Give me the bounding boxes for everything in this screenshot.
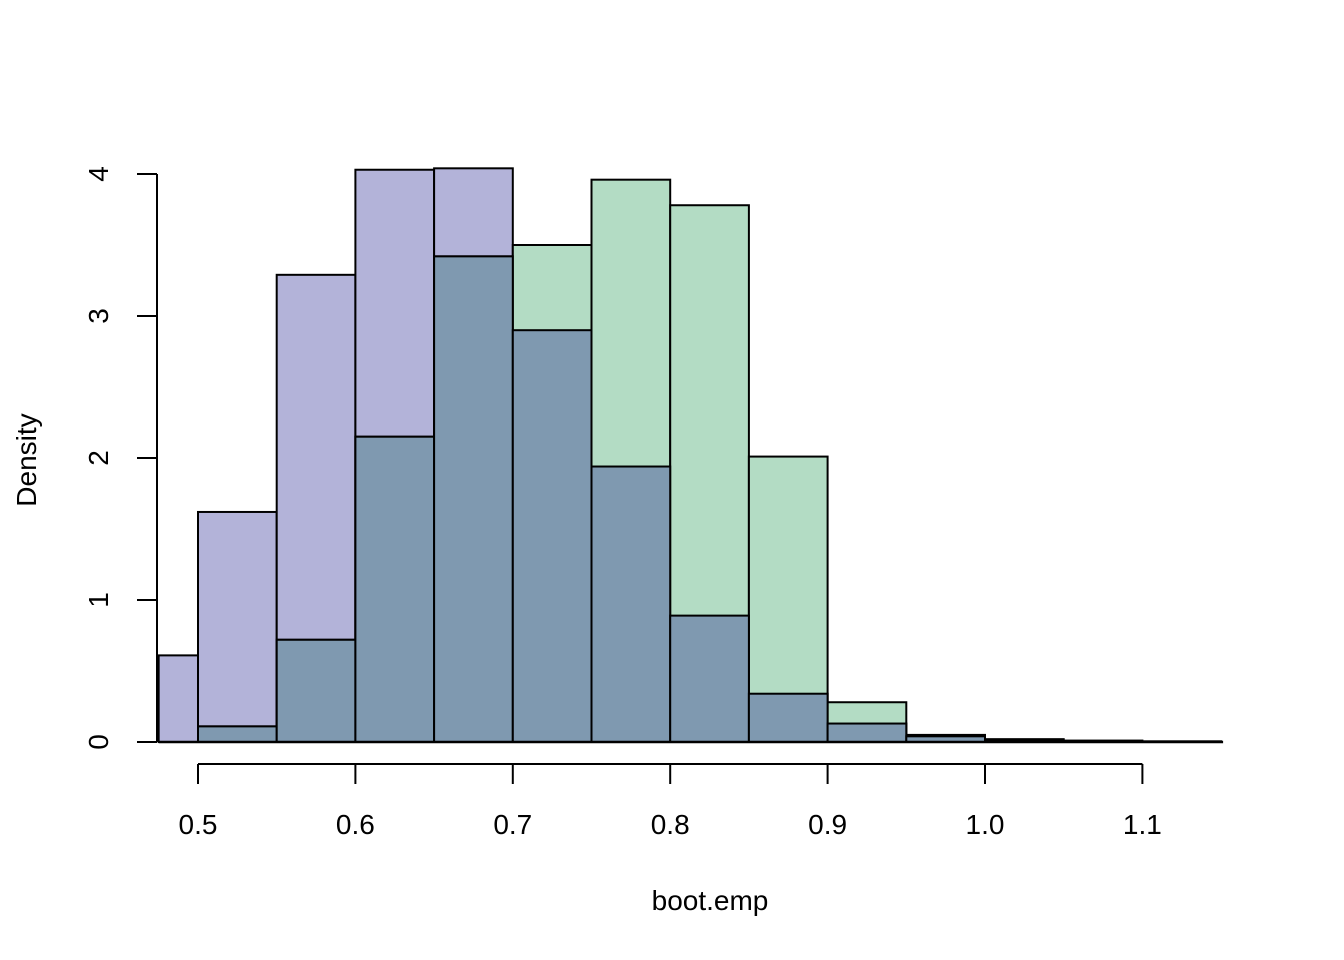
x-tick-label: 1.0 (966, 809, 1005, 840)
y-tick-label: 4 (83, 166, 114, 182)
x-tick-label: 1.1 (1123, 809, 1162, 840)
y-tick-label: 3 (83, 308, 114, 324)
bar-overlap-6 (590, 465, 672, 743)
bar-overlap-2 (275, 638, 357, 744)
bars-layer (157, 167, 1224, 744)
y-tick-label: 2 (83, 450, 114, 466)
bar-overlap-5 (511, 329, 593, 743)
x-tick-label: 0.6 (336, 809, 375, 840)
x-tick-label: 0.9 (808, 809, 847, 840)
x-tick-label: 0.5 (179, 809, 218, 840)
bar-overlap-9 (826, 722, 908, 743)
bar-overlap-7 (669, 614, 750, 743)
bar-overlap-1 (197, 725, 278, 744)
bar-overlap-8 (747, 692, 829, 743)
bar-series1-1 (197, 510, 278, 743)
bar-series1-0 (157, 654, 199, 744)
x-tick-label: 0.7 (493, 809, 532, 840)
bar-overlap-3 (354, 435, 436, 743)
y-tick-label: 1 (83, 592, 114, 608)
bar-overlap-4 (433, 255, 514, 743)
y-tick-label: 0 (83, 734, 114, 750)
x-tick-label: 0.8 (651, 809, 690, 840)
x-axis-title: boot.emp (652, 885, 769, 916)
axes-layer: 0.5 0.6 0.7 0.8 0.9 1.0 1.1 0 1 2 3 4 (83, 166, 1162, 840)
y-axis-title: Density (11, 413, 42, 506)
